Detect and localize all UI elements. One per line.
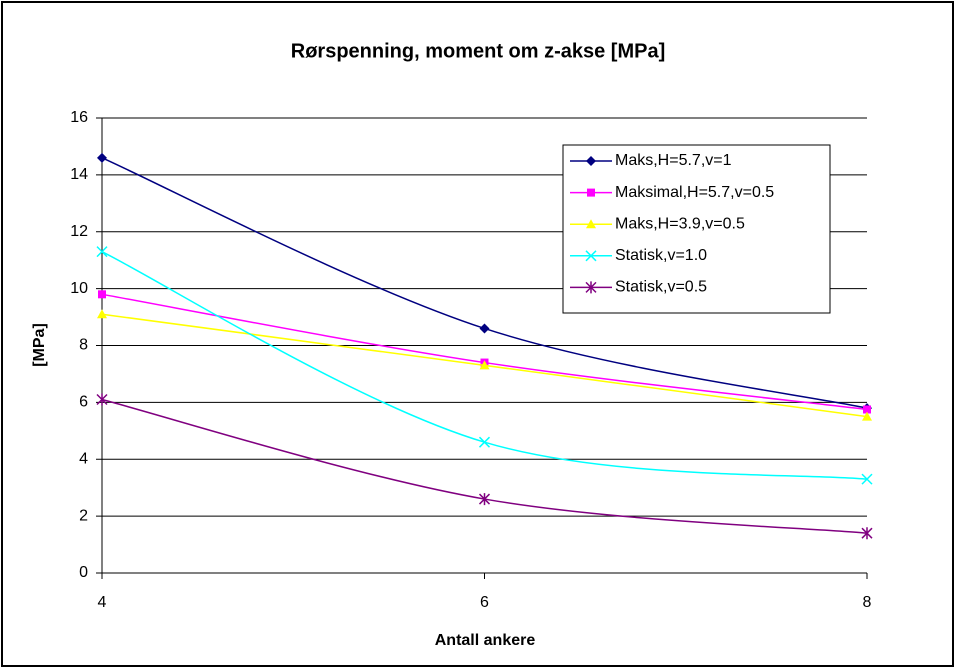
legend-label: Maksimal,H=5.7,v=0.5 — [615, 184, 774, 201]
marker — [96, 393, 108, 406]
marker — [96, 246, 108, 258]
legend-label: Maks,H=3.9,v=0.5 — [615, 215, 745, 232]
y-axis-label: [MPa] — [31, 323, 48, 367]
marker — [479, 360, 490, 370]
marker — [862, 411, 872, 421]
marker — [478, 493, 491, 506]
y-tick-label: 4 — [79, 450, 88, 467]
marker — [97, 152, 107, 163]
y-tick-label: 0 — [79, 564, 88, 581]
legend-label: Maks,H=5.7,v=1 — [615, 152, 732, 169]
legend-label: Statisk,v=0.5 — [615, 279, 707, 296]
x-axis-label: Antall ankere — [435, 632, 536, 649]
y-tick-label: 12 — [70, 223, 88, 240]
marker — [479, 323, 490, 334]
marker — [587, 188, 595, 197]
marker — [585, 250, 597, 262]
x-tick-label: 4 — [98, 594, 107, 611]
marker — [861, 473, 873, 485]
legend-label: Statisk,v=1.0 — [615, 247, 707, 264]
marker — [586, 156, 596, 166]
chart-title: Rørspenning, moment om z-akse [MPa] — [291, 40, 666, 62]
y-tick-label: 14 — [70, 166, 88, 183]
marker — [861, 527, 873, 540]
marker — [585, 281, 597, 294]
marker — [478, 436, 491, 448]
y-tick-label: 6 — [79, 394, 88, 411]
y-tick-label: 2 — [79, 507, 88, 524]
marker — [97, 309, 107, 319]
y-tick-label: 10 — [70, 280, 88, 297]
y-tick-label: 16 — [70, 109, 88, 126]
x-tick-label: 6 — [480, 594, 489, 611]
marker — [863, 405, 871, 414]
marker — [98, 290, 106, 299]
y-tick-label: 8 — [79, 337, 88, 354]
x-tick-label: 8 — [863, 594, 872, 611]
marker — [586, 219, 596, 229]
legend-box — [562, 144, 831, 314]
